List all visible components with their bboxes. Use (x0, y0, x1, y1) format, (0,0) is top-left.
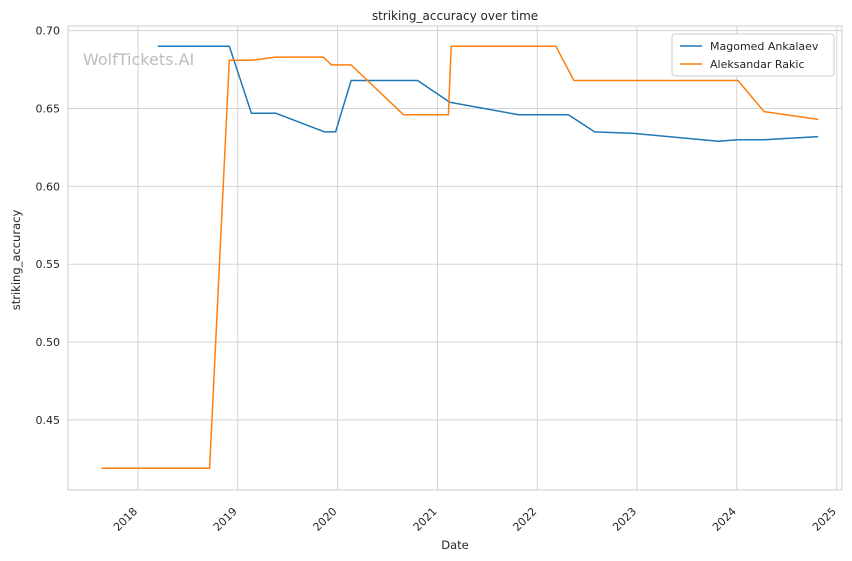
legend: Magomed Ankalaev Aleksandar Rakic (671, 33, 835, 77)
x-tick-label: 2018 (111, 505, 140, 534)
legend-label-ankalaev: Magomed Ankalaev (710, 40, 819, 53)
y-tick-label: 0.55 (36, 258, 61, 271)
x-axis-title: Date (441, 538, 469, 552)
grid-layer (68, 26, 842, 490)
x-tick-label: 2020 (311, 505, 340, 534)
series-line-0 (157, 45, 819, 142)
y-tick-label: 0.65 (36, 103, 61, 116)
plot-frame (67, 25, 843, 491)
y-tick-label: 0.70 (36, 25, 61, 38)
series-line-1 (101, 45, 819, 469)
x-tick-label: 2023 (610, 505, 639, 534)
legend-label-rakic: Aleksandar Rakic (710, 58, 805, 71)
series-layer (101, 45, 819, 469)
x-tick-label: 2019 (211, 505, 240, 534)
x-tick-label: 2024 (710, 505, 739, 534)
x-tick-label: 2025 (810, 505, 839, 534)
x-tick-labels: 2018 2019 2020 2021 2022 2023 2024 2025 (111, 505, 839, 534)
legend-box (671, 33, 835, 77)
x-tick-label: 2022 (510, 505, 539, 534)
y-tick-label: 0.50 (36, 336, 61, 349)
chart-title: striking_accuracy over time (372, 9, 538, 23)
y-tick-labels: 0.45 0.50 0.55 0.60 0.65 0.70 (36, 25, 61, 427)
y-tick-label: 0.60 (36, 180, 61, 193)
watermark: WolfTickets.AI (83, 50, 194, 69)
x-tick-label: 2021 (411, 505, 440, 534)
y-tick-label: 0.45 (36, 414, 61, 427)
y-axis-title: striking_accuracy (9, 210, 23, 311)
